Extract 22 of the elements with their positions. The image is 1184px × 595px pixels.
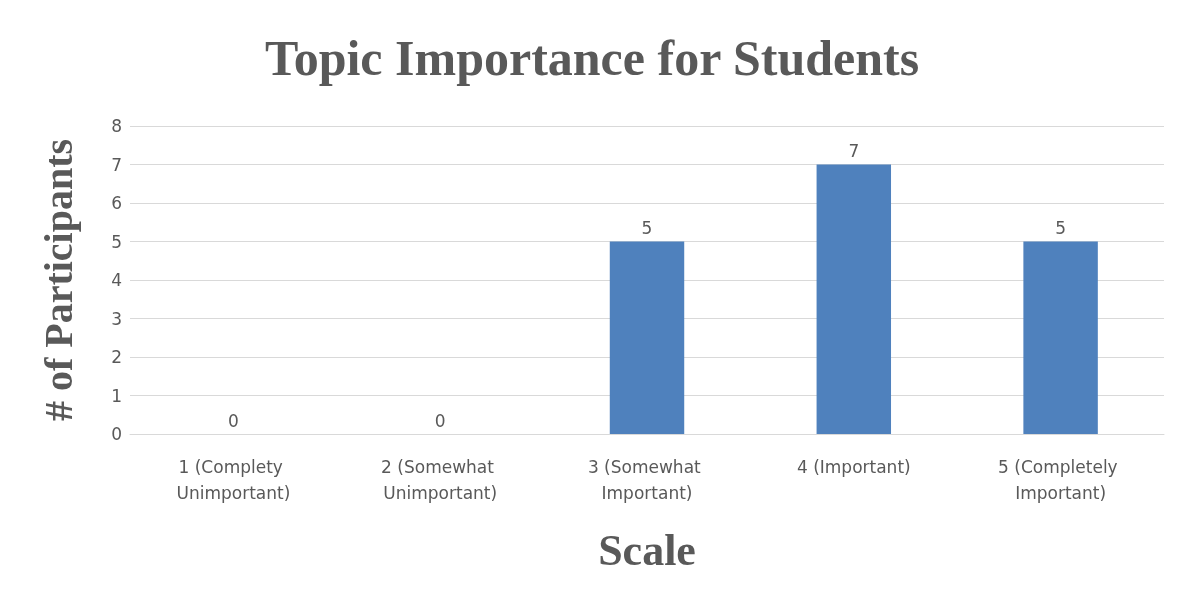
chart-title: Topic Importance for Students [264,30,920,86]
x-tick-label: 3 (Somewhat Important) [587,457,707,503]
x-tick-label: 2 (Somewhat Unimportant) [381,457,500,503]
data-label: 5 [1055,218,1067,238]
data-label: 7 [848,141,860,161]
y-tick-label: 7 [111,154,122,175]
y-tick-label: 6 [111,193,122,213]
y-tick-label: 1 [111,385,122,406]
data-label: 0 [227,410,239,431]
y-axis-title: # of Participants [35,138,81,422]
y-tick-label: 0 [111,424,122,444]
y-tick-label: 4 [111,270,122,290]
y-tick-label: 5 [111,231,122,252]
x-tick-label: 4 (Important) [796,457,911,477]
x-tick-label: 1 (Complety Unimportant) [176,457,291,503]
y-tick-label: 2 [111,347,122,367]
x-axis-title: Scale [598,525,696,575]
y-tick-label: 3 [111,308,122,329]
y-tick-label: 8 [111,116,122,136]
data-label: 0 [434,410,446,431]
data-label: 5 [641,218,653,238]
x-tick-label: 5 (Completely Important) [998,457,1124,503]
